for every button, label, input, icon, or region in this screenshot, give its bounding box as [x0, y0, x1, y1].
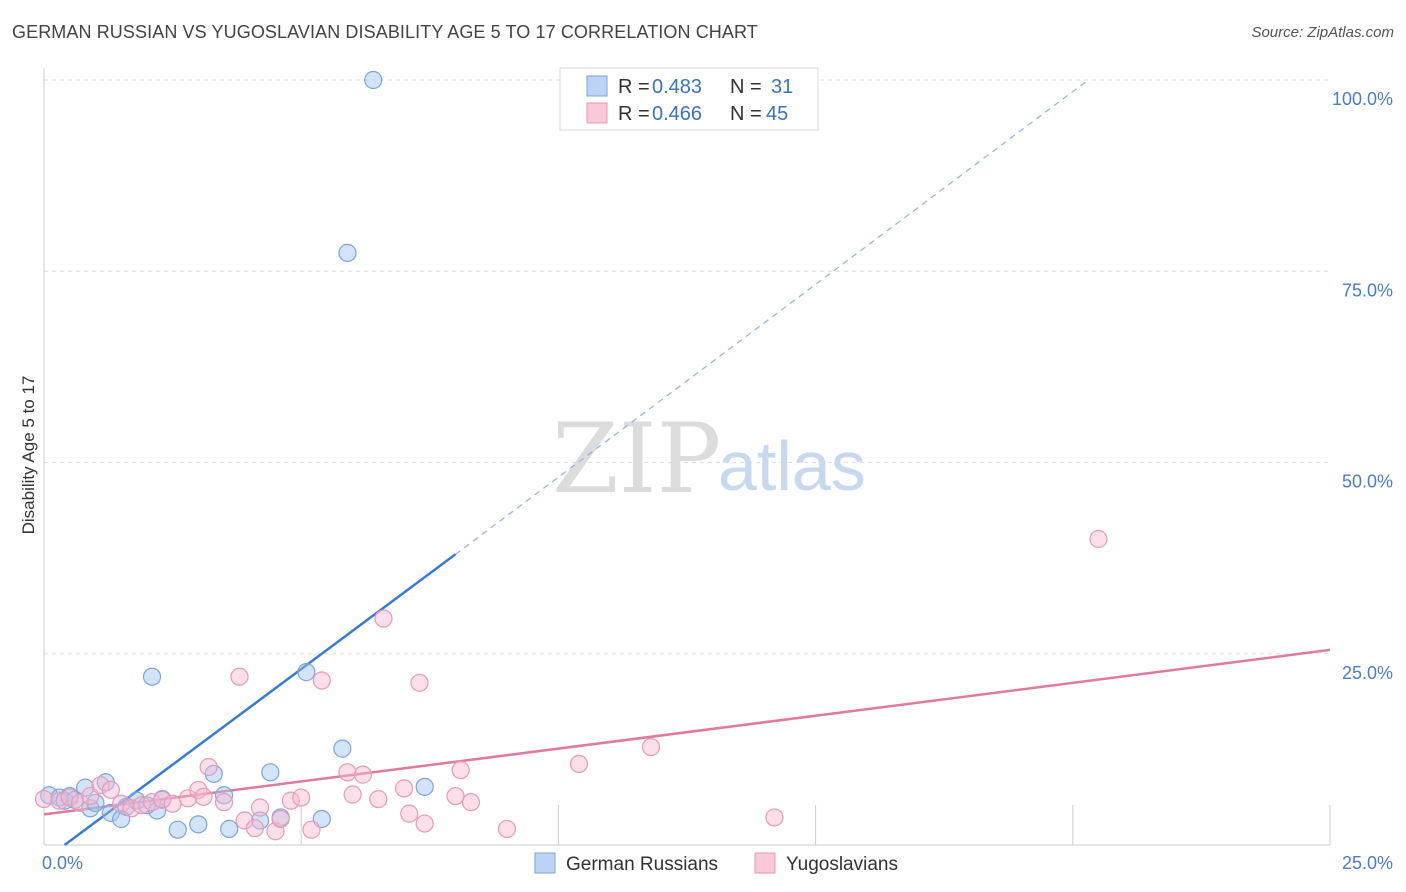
- german-russians-point: [142, 667, 162, 686]
- legend-r-value-2: 0.466: [652, 103, 702, 125]
- yugoslavians-point: [70, 793, 90, 813]
- yugoslavians-point: [292, 788, 311, 807]
- yugoslavians-point: [569, 754, 589, 774]
- watermark-atlas: atlas: [718, 427, 866, 505]
- legend-n-value-1: 31: [771, 76, 793, 98]
- watermark-zip: ZIP: [552, 403, 721, 515]
- yugoslavians-trend-line: [43, 648, 1331, 816]
- german-russians-swatch: [586, 75, 608, 97]
- watermark: ZIP atlas: [552, 403, 866, 515]
- data-points: [34, 70, 1108, 841]
- legend-n-label-1: N =: [730, 76, 762, 98]
- legend-german-russians-label: German Russians: [566, 854, 718, 875]
- yugoslavians-point: [132, 796, 151, 815]
- yugoslavians-point: [245, 819, 265, 838]
- yugoslavians-point: [446, 786, 465, 806]
- legend-yugoslavians-label: Yugoslavians: [786, 854, 898, 875]
- german-russians-point: [364, 70, 383, 90]
- german-russians-point: [338, 243, 357, 262]
- yugoslavians-point: [394, 779, 414, 798]
- german-russians-point: [415, 777, 434, 796]
- yugoslavians-point: [338, 763, 357, 782]
- yugoslavians-point: [410, 673, 429, 692]
- y-tick-label: 50.0%: [1342, 472, 1393, 492]
- legend-r-label-1: R =: [618, 76, 650, 98]
- german-russians-point: [261, 763, 280, 782]
- yugoslavians-point: [281, 791, 301, 810]
- yugoslavians-point: [271, 809, 290, 829]
- x-tick-label: 0.0%: [42, 853, 83, 873]
- yugoslavians-point: [214, 793, 234, 812]
- x-tick-label: 25.0%: [1342, 853, 1393, 873]
- yugoslavians-point: [1089, 529, 1108, 549]
- yugoslavians-point: [765, 808, 784, 827]
- german-russians-point: [297, 663, 316, 682]
- y-axis-label: Disability Age 5 to 17: [19, 376, 38, 535]
- german-russians-point: [220, 819, 239, 839]
- yugoslavians-point: [91, 776, 110, 795]
- yugoslavians-point: [199, 757, 218, 777]
- legend-n-label-2: N =: [730, 103, 762, 125]
- yugoslavians-point: [34, 789, 54, 809]
- yugoslavians-point: [302, 820, 321, 839]
- chart-title: GERMAN RUSSIAN VS YUGOSLAVIAN DISABILITY…: [12, 22, 758, 42]
- y-tick-labels: 100.0% 75.0% 50.0% 25.0%: [1332, 89, 1393, 683]
- yugoslavians-point: [400, 804, 419, 823]
- source-label: Source: ZipAtlas.com: [1251, 24, 1394, 41]
- yugoslavians-point: [641, 737, 661, 757]
- yugoslavians-point: [312, 671, 331, 690]
- yugoslavians-point: [194, 787, 213, 806]
- yugoslavians-point: [374, 609, 393, 628]
- yugoslavians-point: [122, 799, 141, 818]
- yugoslavians-point: [451, 760, 470, 780]
- yugoslavians-point: [415, 814, 434, 833]
- yugoslavians-point: [163, 794, 182, 813]
- yugoslavians-swatch: [586, 102, 608, 124]
- yugoslavians-point: [153, 790, 172, 809]
- german-russians-point: [168, 820, 187, 839]
- y-tick-label: 100.0%: [1332, 89, 1393, 109]
- legend-n-value-2: 45: [766, 103, 788, 125]
- y-tick-label: 25.0%: [1342, 663, 1393, 683]
- legend-german-russians-swatch: [534, 852, 556, 874]
- legend-r-value-1: 0.483: [652, 76, 702, 98]
- yugoslavians-point: [50, 791, 69, 810]
- german-russians-point: [101, 803, 120, 822]
- yugoslavians-point: [112, 794, 131, 813]
- yugoslavians-point: [461, 793, 481, 812]
- legend-yugoslavians-swatch: [754, 852, 776, 874]
- german-russians-point: [333, 739, 352, 758]
- x-tick-labels: 0.0% 25.0%: [42, 853, 1393, 873]
- yugoslavians-point: [230, 667, 249, 686]
- yugoslavians-point: [101, 780, 120, 800]
- yugoslavians-point: [235, 811, 254, 830]
- yugoslavians-point: [343, 785, 362, 804]
- stats-legend: R = 0.483 N = 31 R = 0.466 N = 45: [559, 67, 819, 131]
- yugoslavians-point: [250, 798, 270, 817]
- yugoslavians-point: [497, 819, 517, 839]
- yugoslavians-point: [353, 765, 373, 784]
- series-legend: German Russians Yugoslavians: [534, 852, 898, 875]
- y-tick-label: 75.0%: [1342, 280, 1393, 300]
- yugoslavians-point: [369, 789, 388, 809]
- german-russians-point: [189, 815, 208, 834]
- legend-r-label-2: R =: [618, 103, 650, 125]
- german-russians-point: [214, 786, 234, 805]
- yugoslavians-point: [60, 788, 79, 807]
